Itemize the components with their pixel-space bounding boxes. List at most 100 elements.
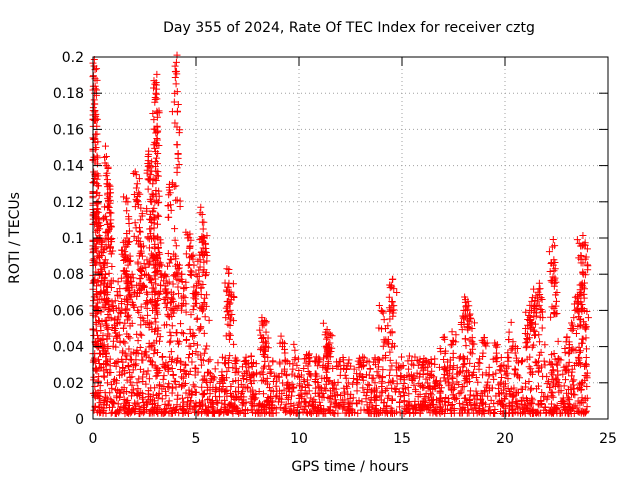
data-point (153, 154, 161, 162)
data-point (485, 403, 493, 411)
data-point (104, 288, 112, 296)
data-point (269, 358, 277, 366)
data-point (285, 388, 293, 396)
data-point (132, 184, 140, 192)
data-point (497, 380, 505, 388)
data-point (460, 394, 468, 402)
data-point (133, 180, 141, 188)
data-point (365, 408, 373, 416)
data-point (103, 324, 111, 332)
data-point (151, 384, 159, 392)
data-point (445, 369, 453, 377)
data-point (111, 297, 119, 305)
data-point (286, 383, 294, 391)
data-point (168, 294, 176, 302)
data-point (424, 393, 432, 401)
data-point (127, 257, 135, 265)
data-point (480, 334, 488, 342)
data-point (341, 409, 349, 417)
data-point (191, 364, 199, 372)
data-point (415, 380, 423, 388)
data-point (249, 370, 257, 378)
data-point (464, 320, 472, 328)
data-point (195, 326, 203, 334)
data-point (569, 325, 577, 333)
data-point (258, 334, 266, 342)
data-point (146, 274, 154, 282)
data-point (118, 386, 126, 394)
data-point (419, 397, 427, 405)
axes: 0 0.02 0.04 0.06 0.08 0.1 0.12 0.14 0.16 0.18 0.2 0… (53, 50, 617, 447)
data-point (167, 410, 175, 418)
y-tick-label: 0.02 (53, 376, 84, 392)
data-point (436, 410, 444, 418)
data-point (371, 379, 379, 387)
data-point (204, 383, 212, 391)
data-point (210, 409, 218, 417)
data-point (297, 371, 305, 379)
data-point (501, 395, 509, 403)
data-point (259, 338, 267, 346)
data-point (513, 403, 521, 411)
data-point (101, 259, 109, 267)
data-point (481, 388, 489, 396)
data-point (569, 377, 577, 385)
data-point (169, 371, 177, 379)
data-point (442, 393, 450, 401)
data-point (238, 363, 246, 371)
data-point (168, 322, 176, 330)
data-point (385, 293, 393, 301)
data-point (341, 371, 349, 379)
data-point (404, 384, 412, 392)
data-point (173, 260, 181, 268)
data-point (350, 374, 358, 382)
data-point (129, 302, 137, 310)
data-point (126, 378, 134, 386)
data-point (107, 209, 115, 217)
data-point (102, 153, 110, 161)
data-point (488, 384, 496, 392)
data-point (311, 358, 319, 366)
data-point (94, 389, 102, 397)
data-point (474, 378, 482, 386)
data-point (264, 353, 272, 361)
data-point (387, 408, 395, 416)
data-point (147, 276, 155, 284)
data-point (444, 358, 452, 366)
data-point (154, 324, 162, 332)
data-point (172, 359, 180, 367)
data-point (124, 362, 132, 370)
data-point (196, 263, 204, 271)
data-point (100, 274, 108, 282)
data-point (305, 370, 313, 378)
data-point (542, 409, 550, 417)
data-point (344, 398, 352, 406)
data-point (538, 324, 546, 332)
data-point (109, 337, 117, 345)
data-point (353, 400, 361, 408)
chart-title: Day 355 of 2024, Rate Of TEC Index for r… (163, 20, 535, 36)
data-point (166, 328, 174, 336)
data-point (562, 366, 570, 374)
data-point (97, 326, 105, 334)
data-point (99, 249, 107, 257)
data-point (283, 372, 291, 380)
data-point (313, 372, 321, 380)
data-point (90, 373, 98, 381)
data-point (208, 399, 216, 407)
data-point (511, 366, 519, 374)
data-point (328, 332, 336, 340)
data-point (580, 279, 588, 287)
data-point (411, 353, 419, 361)
data-point (452, 338, 460, 346)
data-point (582, 345, 590, 353)
data-point (101, 304, 109, 311)
data-point (522, 395, 530, 403)
data-point (100, 373, 108, 381)
data-point (149, 176, 157, 184)
data-point (226, 331, 234, 339)
data-point (159, 353, 167, 361)
data-point (100, 397, 108, 405)
data-point (339, 354, 347, 362)
